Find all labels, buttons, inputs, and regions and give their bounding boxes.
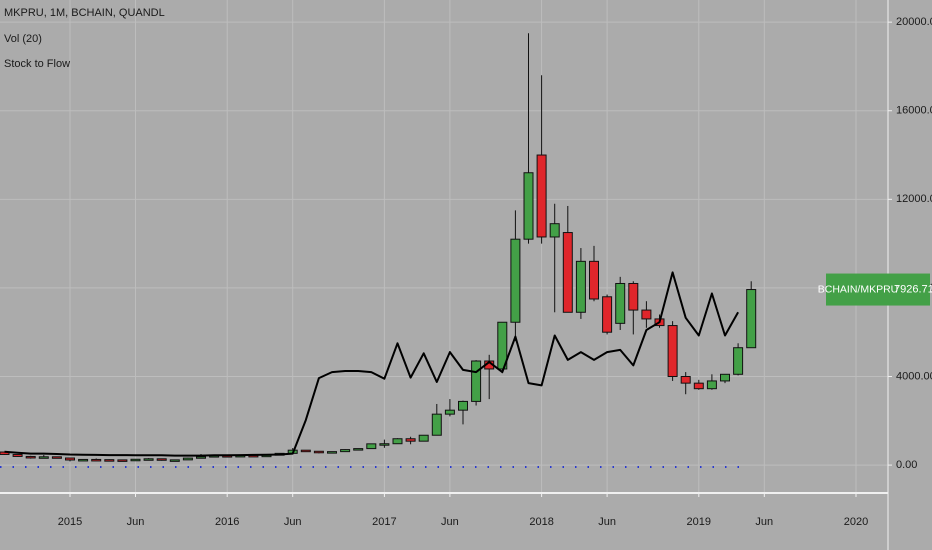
x-tick-label: 2017 [372,516,396,528]
candle-body [680,376,691,384]
y-tick-label: 16000.00 [896,105,932,117]
candle-body [12,453,23,457]
indicator-label: Stock to Flow [4,58,70,70]
last-price-label-box [826,273,930,306]
stock-to-flow-line [4,271,739,457]
candle-body [300,449,311,453]
candle-body [353,448,364,451]
candle-body [405,438,416,442]
candle-body [104,459,115,462]
candle-body [313,450,324,454]
x-tick-label: 2019 [687,516,711,528]
candle-body [510,238,521,323]
y-tick-label: 20000.00 [896,16,932,28]
candle-body [91,458,102,462]
x-tick-label: Jun [441,516,459,528]
candle-body [25,455,36,459]
candle-body [78,458,89,462]
candle-body [746,289,757,349]
candle-body [641,309,652,320]
candle-body [418,434,429,442]
candle-body [51,456,62,459]
candle-body [706,380,717,390]
chart-title: MKPRU, 1M, BCHAIN, QUANDL [4,7,165,19]
x-tick-label: 2015 [58,516,82,528]
candle-body [523,172,534,240]
x-tick-label: Jun [127,516,145,528]
candle-body [392,438,403,445]
candle-body [562,232,573,313]
x-tick-label: Jun [755,516,773,528]
candle-body [575,260,586,313]
y-tick-label: 0.00 [896,459,917,471]
candle-body [379,443,390,446]
candle-body [65,457,75,461]
marks [0,33,757,462]
candle-body [38,456,49,459]
candle-body [444,409,455,415]
x-tick-label: Jun [284,516,302,528]
candle-body [458,400,468,411]
candle-body [589,260,599,300]
candle-body [366,443,377,450]
x-tick-label: 2016 [215,516,239,528]
candle-body [602,296,613,333]
candle-body [340,449,351,453]
candle-body [196,456,206,459]
candle-body [471,360,482,402]
candle-body [169,459,180,462]
candle-body [497,321,508,370]
x-tick-label: 2018 [529,516,553,528]
candle-body [130,458,141,462]
candle-body [549,223,560,238]
x-tick-label: Jun [598,516,616,528]
candle-body [117,459,128,462]
x-tick-label: 2020 [844,516,868,528]
candle-body [693,382,704,390]
candle-body [327,451,337,454]
y-tick-label: 12000.00 [896,193,932,205]
last-price-value: 7926.71 [894,283,932,295]
candle-body [536,154,547,238]
candle-body [720,373,730,382]
candle-body [156,458,167,461]
candle-body [431,413,442,436]
y-tick-label: 4000.00 [896,370,932,382]
grid [0,0,888,493]
candle-body [615,282,626,324]
candle-body [667,325,678,378]
axis: 0.004000.008000.0012000.0016000.0020000.… [58,16,932,528]
candle-body [143,458,154,461]
candle-body [628,282,639,311]
last-price-name: BCHAIN/MKPRU [818,283,899,295]
indicator-label: Vol (20) [4,33,42,45]
candle-body [182,457,193,461]
candle-body [733,347,744,375]
